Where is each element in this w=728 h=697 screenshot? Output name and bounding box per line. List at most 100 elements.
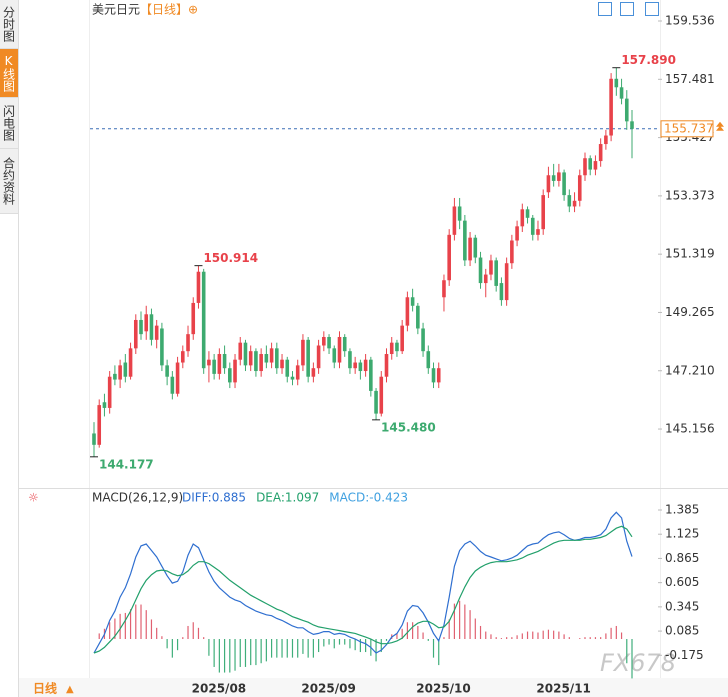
candle-body (463, 220, 467, 261)
candle-body (332, 348, 337, 363)
candle-body (259, 354, 263, 372)
candle-body (483, 274, 488, 284)
candle-body (468, 237, 472, 261)
tool-icon[interactable] (620, 2, 634, 16)
y-tick-label: 0.345 (665, 599, 699, 613)
candle-body (478, 257, 483, 284)
candle-body (630, 121, 634, 129)
legend-item: DEA:1.097 (256, 491, 319, 505)
candle-body (557, 172, 561, 181)
settings-icon[interactable]: ☼ (28, 491, 39, 505)
candle-body (107, 376, 112, 408)
candle-body (562, 172, 566, 196)
candle-body (421, 328, 425, 352)
candle-body (217, 354, 222, 374)
extreme-label: 144.177 (99, 457, 154, 471)
tab[interactable]: 合约资料 (0, 149, 18, 214)
candle-body (290, 376, 295, 380)
candle-body (160, 328, 164, 366)
candle-body (128, 348, 133, 377)
candle-body (113, 373, 117, 380)
legend-item: MACD:-0.423 (329, 491, 408, 505)
candle-body (369, 359, 373, 391)
x-tick-label: 2025/10 (416, 682, 470, 696)
candle-body (473, 237, 478, 258)
y-tick-label: 157.481 (665, 72, 715, 86)
candle-body (384, 354, 389, 377)
y-tick-label: 153.373 (665, 188, 715, 202)
last-price-arrow (716, 121, 724, 131)
watermark: FX678 (600, 649, 676, 677)
x-tick-label: 2025/09 (301, 682, 355, 696)
candle-body (269, 348, 274, 363)
candle-body (123, 362, 128, 377)
candle-body (228, 368, 232, 383)
y-tick-label: 0.865 (665, 551, 699, 565)
macd-line (93, 511, 633, 654)
candle-body (322, 336, 326, 346)
candle-body (395, 342, 399, 352)
candle-body (191, 302, 196, 335)
candle-body (139, 319, 143, 335)
candle-body (530, 217, 535, 235)
candle-body (306, 339, 310, 377)
candle-body (264, 354, 269, 363)
candle-body (405, 297, 410, 326)
candle-body (201, 271, 206, 369)
tool-icon[interactable] (598, 2, 612, 16)
legend-item: DIFF:0.885 (182, 491, 246, 505)
candle-body (541, 195, 546, 230)
candle-body (175, 362, 180, 394)
footer-period[interactable]: 日线 (33, 681, 57, 696)
candle-body (525, 209, 530, 218)
tab[interactable]: 闪电图 (0, 98, 18, 149)
candle-body (149, 314, 154, 340)
candle-body (494, 260, 498, 286)
period[interactable]: 【日线】 (140, 3, 188, 17)
candle-body (353, 362, 357, 369)
candle-body (363, 359, 368, 372)
add-icon[interactable]: ⊕ (188, 3, 198, 17)
candle-body (233, 359, 237, 383)
tab[interactable]: 分时图 (0, 0, 18, 49)
y-tick-label: -0.175 (665, 648, 704, 662)
candle-body (102, 402, 107, 408)
candle-body (275, 348, 279, 369)
extreme-label: 150.914 (203, 251, 258, 265)
candle-body (118, 365, 122, 380)
candle-body (379, 376, 384, 414)
tool-icon[interactable] (645, 2, 659, 16)
extreme-label: 157.890 (621, 53, 676, 67)
candle-body (442, 280, 446, 298)
tab[interactable]: K线图 (0, 49, 18, 98)
candle-body (348, 351, 352, 369)
candle-body (583, 158, 587, 176)
candle-body (92, 433, 96, 445)
candle-body (619, 87, 624, 99)
candle-body (416, 305, 420, 329)
x-tick-label: 2025/08 (192, 682, 246, 696)
candle-body (316, 345, 321, 369)
time-axis-strip (19, 678, 728, 697)
candle-body (577, 175, 582, 201)
candle-body (238, 342, 243, 360)
candle-body (327, 336, 331, 349)
candle-body (180, 351, 185, 363)
candle-body (212, 359, 216, 374)
candle-body (520, 209, 525, 227)
y-tick-label: 145.156 (665, 422, 715, 436)
candle-body (400, 325, 404, 352)
candle-body (447, 234, 451, 281)
candle-body (489, 260, 493, 275)
candle-body (536, 229, 540, 235)
x-tick-label: 2025/11 (536, 682, 590, 696)
footer-arrow[interactable]: ▲ (66, 684, 74, 695)
candle-body (609, 78, 613, 136)
candle-body (624, 98, 629, 122)
candle-body (546, 175, 551, 193)
extreme-label: 145.480 (381, 420, 436, 434)
candle-body (222, 354, 227, 369)
candle-body (311, 368, 316, 377)
